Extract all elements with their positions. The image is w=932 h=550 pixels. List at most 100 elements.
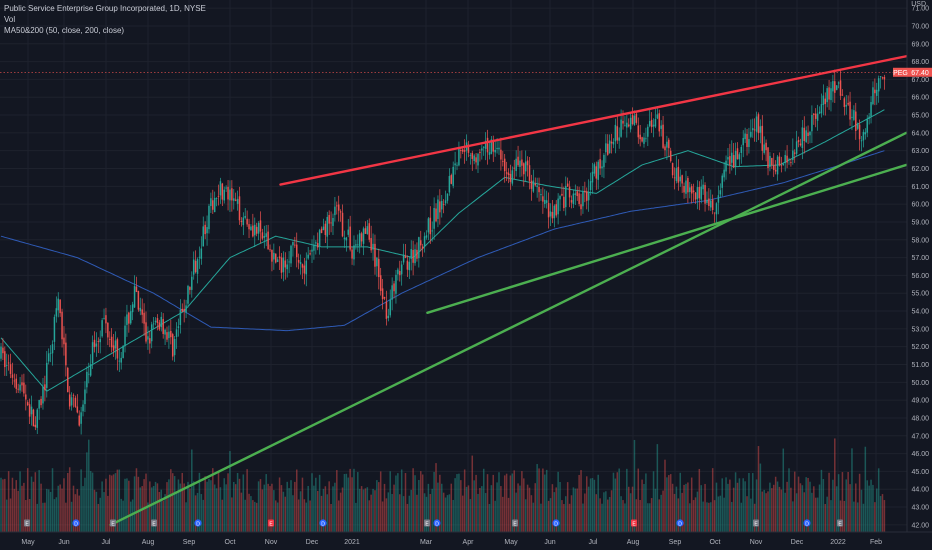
time-axis[interactable]: May Jun Jul Aug Sep Oct Nov Dec 2021 Mar Apr May Jun…: [0, 531, 932, 550]
volume-bar: [376, 480, 378, 532]
volume-bar: [439, 474, 441, 532]
candle-body: [816, 113, 819, 121]
trendlines[interactable]: [109, 55, 908, 527]
volume-bar: [605, 491, 607, 532]
volume-bar: [425, 496, 428, 532]
candle-body: [555, 204, 557, 216]
dividend-icon[interactable]: D: [72, 519, 80, 528]
candle-body: [0, 346, 2, 359]
price-tick-label: 53.00: [911, 326, 929, 333]
volume-bar: [479, 487, 481, 532]
volume-bar: [273, 490, 275, 532]
volume-bar: [402, 496, 405, 532]
volume-bar: [837, 474, 840, 532]
volume-bar: [80, 469, 82, 532]
candle-body: [606, 143, 609, 155]
earnings-icon[interactable]: E: [24, 519, 30, 528]
dividend-icon[interactable]: D: [433, 519, 441, 528]
candle-body: [486, 137, 489, 153]
candle-body: [147, 336, 149, 340]
candle-body: [591, 171, 594, 183]
volume-bar: [584, 493, 586, 532]
volume-bar: [494, 500, 496, 532]
price-tick-label: 45.00: [911, 469, 929, 476]
earnings-icon[interactable]: E: [512, 519, 518, 528]
earnings-icon[interactable]: E: [268, 519, 274, 528]
volume-bar: [477, 493, 479, 532]
volume-bar: [652, 471, 655, 532]
candle-body: [175, 329, 178, 338]
candle-body: [565, 185, 567, 208]
candle-body: [553, 205, 556, 219]
candle-body: [416, 249, 418, 259]
dividend-icon[interactable]: D: [319, 519, 327, 528]
volume-bar: [793, 471, 796, 532]
candle-body: [282, 257, 285, 273]
candle-body: [505, 172, 508, 174]
candle-body: [168, 331, 170, 339]
price-tick-label: 56.00: [911, 273, 929, 280]
price-tick-label: 58.00: [911, 237, 929, 244]
candle-body: [141, 309, 143, 315]
candle-body: [759, 126, 762, 133]
volume-bar: [154, 481, 157, 532]
candle-body: [376, 257, 378, 267]
candle-body: [200, 248, 203, 259]
event-letter: E: [25, 522, 29, 528]
candle-body: [49, 352, 52, 354]
candle-body: [574, 193, 577, 195]
volume-bar: [324, 486, 327, 532]
dividend-icon[interactable]: D: [676, 519, 684, 528]
volume-bar: [128, 480, 130, 532]
earnings-icon[interactable]: E: [424, 519, 430, 528]
dividend-icon[interactable]: D: [803, 519, 811, 528]
candles: [0, 68, 886, 435]
candle-body: [347, 229, 350, 235]
earnings-icon[interactable]: E: [837, 519, 843, 528]
candle-body: [276, 259, 279, 263]
trendline[interactable]: [279, 55, 908, 186]
candle-body: [149, 338, 151, 344]
moving-average-indicator-label[interactable]: MA50&200 (50, close, 200, close): [4, 26, 125, 35]
volume-bar: [452, 499, 454, 532]
candle-body: [343, 237, 346, 240]
candle-body: [88, 373, 90, 375]
volume-bar: [847, 471, 849, 532]
volume-bar: [643, 483, 645, 532]
candle-body: [360, 233, 363, 242]
volume-bar: [370, 494, 372, 532]
dividend-icon[interactable]: D: [194, 519, 202, 528]
ma200-path: [0, 150, 885, 332]
candle-body: [477, 153, 479, 166]
price-tick-label: 67.00: [911, 77, 929, 84]
candle-body: [219, 181, 222, 196]
candle-body: [427, 218, 430, 233]
earnings-icon[interactable]: E: [151, 519, 157, 528]
volume-indicator-label[interactable]: Vol: [4, 15, 16, 24]
volume-bar: [301, 477, 304, 532]
volume-bar: [719, 495, 722, 532]
earnings-icon[interactable]: E: [631, 519, 637, 528]
price-axis[interactable]: 42.00 43.00 44.00 45.00 46.00 47.00 48.00 49.00…: [906, 0, 932, 550]
volume-bar: [265, 474, 267, 532]
volume-bar: [586, 476, 588, 532]
dividend-icon[interactable]: D: [552, 519, 560, 528]
volume-bar: [647, 503, 649, 532]
earnings-icon[interactable]: E: [110, 519, 116, 528]
earnings-icon[interactable]: E: [753, 519, 759, 528]
trendline[interactable]: [109, 131, 908, 527]
symbol-title[interactable]: Public Service Enterprise Group Incorpor…: [4, 4, 206, 13]
event-letter: D: [435, 522, 439, 528]
dividend-marker: [433, 519, 441, 527]
volume-bar: [347, 477, 350, 532]
volume-bar: [76, 489, 79, 532]
volume-bar: [389, 471, 391, 532]
candle-body: [681, 175, 683, 184]
candle-body: [851, 116, 853, 118]
candle-body: [286, 264, 288, 270]
candle-body: [536, 185, 538, 188]
trendline[interactable]: [426, 163, 908, 315]
volume-bar: [805, 477, 807, 532]
